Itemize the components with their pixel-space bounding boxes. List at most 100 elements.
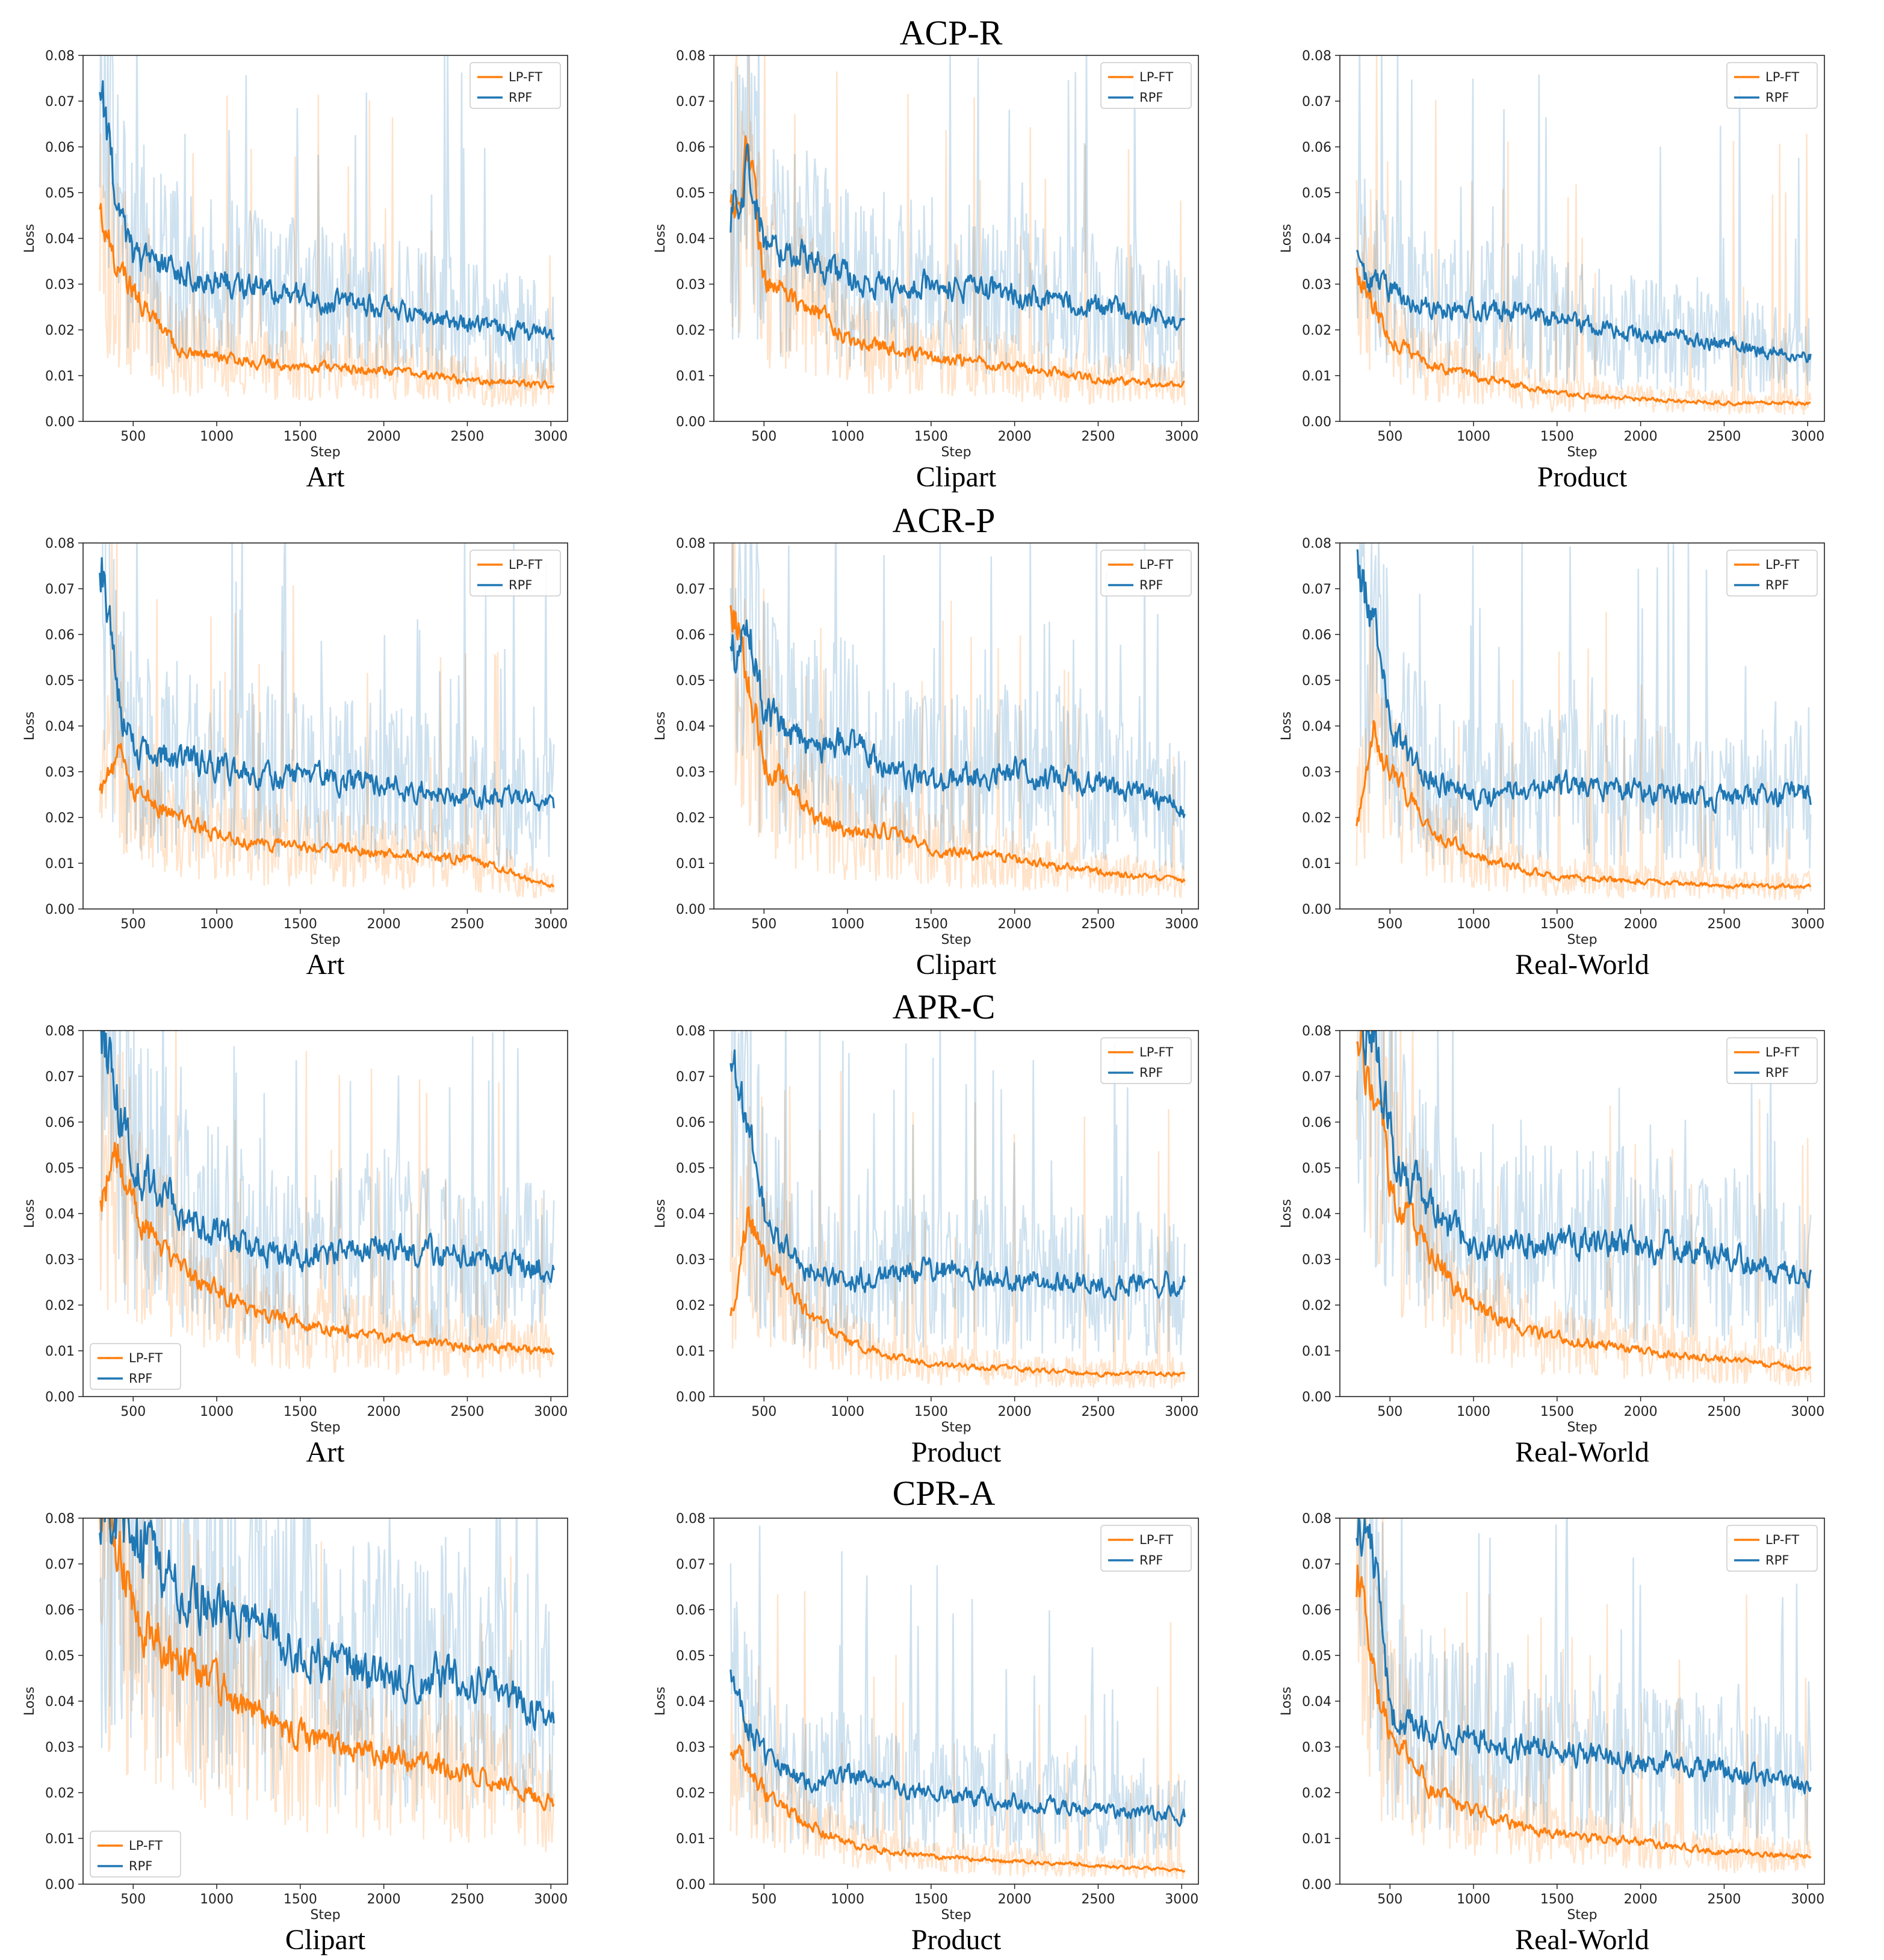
x-tick-label: 1000 bbox=[1457, 1404, 1490, 1419]
y-tick-label: 0.06 bbox=[45, 1115, 75, 1130]
y-tick-label: 0.06 bbox=[676, 628, 705, 643]
x-tick-label: 1500 bbox=[1540, 917, 1574, 932]
y-tick-label: 0.07 bbox=[1302, 1070, 1331, 1085]
subplot-2: 500 1000 1500 2000 2500 3000 0.00 0.01 0.02 0.03 0… bbox=[653, 49, 1199, 493]
x-tick-label: 500 bbox=[751, 1404, 776, 1419]
x-tick-label: 2000 bbox=[367, 429, 401, 444]
subplot-caption: Product bbox=[1537, 461, 1628, 493]
legend-label-rpf: RPF bbox=[1139, 578, 1163, 592]
y-tick-label: 0.01 bbox=[1302, 857, 1331, 872]
series-raw-rpf bbox=[731, 1031, 1186, 1356]
series-line-lpft bbox=[1356, 267, 1811, 407]
x-axis-label: Step bbox=[941, 932, 971, 947]
x-tick-label: 500 bbox=[751, 917, 776, 932]
y-tick-label: 0.03 bbox=[45, 1253, 75, 1268]
y-tick-label: 0.06 bbox=[1302, 1603, 1331, 1618]
legend: LP-FT RPF bbox=[1100, 1525, 1192, 1572]
y-tick-label: 0.04 bbox=[1302, 1207, 1331, 1222]
y-tick-label: 0.06 bbox=[676, 1115, 705, 1130]
y-tick-label: 0.02 bbox=[676, 1298, 705, 1313]
y-axis-label: Loss bbox=[22, 224, 37, 253]
series-raw-lpft bbox=[1356, 1031, 1812, 1386]
legend: LP-FT RPF bbox=[1726, 62, 1818, 109]
group-title-1: ACP-R bbox=[900, 13, 1003, 52]
y-tick-label: 0.05 bbox=[676, 1649, 705, 1664]
y-tick-label: 0.08 bbox=[1302, 536, 1331, 551]
y-axis-label: Loss bbox=[653, 224, 668, 253]
x-tick-label: 500 bbox=[751, 429, 776, 444]
legend-label-lpft: LP-FT bbox=[129, 1838, 163, 1853]
subplot-9: 500 1000 1500 2000 2500 3000 0.00 0.01 0.02 0.03 0… bbox=[1279, 1024, 1825, 1468]
y-tick-label: 0.04 bbox=[45, 719, 75, 734]
x-tick-label: 2500 bbox=[1081, 1892, 1115, 1907]
y-tick-label: 0.07 bbox=[676, 1070, 705, 1085]
legend-label-rpf: RPF bbox=[1765, 1065, 1789, 1080]
subplot-7: 500 1000 1500 2000 2500 3000 0.00 0.01 0.02 0.03 0… bbox=[22, 1024, 568, 1468]
x-tick-label: 2000 bbox=[1624, 1404, 1658, 1419]
y-tick-label: 0.03 bbox=[1302, 278, 1331, 293]
subplot-8: 500 1000 1500 2000 2500 3000 0.00 0.01 0.02 0.03 0… bbox=[653, 1024, 1199, 1468]
subplot-caption: Clipart bbox=[285, 1924, 366, 1956]
series-line-rpf bbox=[99, 1518, 555, 1731]
series-raw-lpft bbox=[99, 543, 555, 899]
y-tick-label: 0.01 bbox=[45, 857, 75, 872]
y-tick-label: 0.00 bbox=[1302, 415, 1331, 430]
y-tick-label: 0.08 bbox=[676, 536, 705, 551]
series-line-rpf bbox=[1356, 1518, 1812, 1794]
x-tick-label: 1500 bbox=[914, 429, 948, 444]
x-axis-label: Step bbox=[1567, 1908, 1597, 1923]
x-tick-label: 1000 bbox=[200, 917, 234, 932]
x-axis-label: Step bbox=[1567, 1420, 1597, 1435]
y-tick-label: 0.04 bbox=[676, 1207, 705, 1222]
series-raw-lpft bbox=[1356, 55, 1812, 415]
series-line-lpft bbox=[99, 1142, 555, 1355]
series-line-lpft bbox=[99, 203, 555, 389]
legend: LP-FT RPF bbox=[1100, 550, 1192, 597]
series-raw-lpft bbox=[99, 95, 555, 408]
y-tick-label: 0.02 bbox=[1302, 323, 1331, 338]
y-tick-label: 0.08 bbox=[676, 1512, 705, 1527]
y-tick-label: 0.05 bbox=[676, 186, 705, 201]
x-axis-label: Step bbox=[941, 1908, 971, 1923]
legend-label-lpft: LP-FT bbox=[1765, 557, 1799, 572]
series-line-rpf bbox=[730, 619, 1186, 819]
y-tick-label: 0.06 bbox=[1302, 628, 1331, 643]
legend-label-lpft: LP-FT bbox=[1765, 1045, 1799, 1059]
y-tick-label: 0.05 bbox=[676, 1161, 705, 1176]
x-tick-label: 500 bbox=[1377, 917, 1402, 932]
y-tick-label: 0.05 bbox=[45, 1649, 75, 1664]
series-raw-lpft bbox=[1356, 1518, 1812, 1873]
group-title-2: ACR-P bbox=[893, 501, 996, 540]
y-tick-label: 0.08 bbox=[45, 1024, 75, 1039]
y-tick-label: 0.01 bbox=[45, 369, 75, 384]
series-line-lpft bbox=[730, 1744, 1186, 1873]
x-tick-label: 2000 bbox=[367, 917, 401, 932]
x-tick-label: 1500 bbox=[1540, 1404, 1574, 1419]
y-tick-label: 0.03 bbox=[676, 765, 705, 780]
x-tick-label: 2000 bbox=[998, 917, 1032, 932]
legend-label-rpf: RPF bbox=[1765, 578, 1789, 592]
y-tick-label: 0.02 bbox=[1302, 811, 1331, 826]
y-tick-label: 0.05 bbox=[676, 674, 705, 689]
y-tick-label: 0.00 bbox=[1302, 1878, 1331, 1893]
x-tick-label: 2500 bbox=[1081, 1404, 1115, 1419]
subplot-4: 500 1000 1500 2000 2500 3000 0.00 0.01 0.02 0.03 0… bbox=[22, 536, 568, 981]
x-tick-label: 1000 bbox=[1457, 1892, 1490, 1907]
x-tick-label: 2000 bbox=[1624, 1892, 1658, 1907]
legend-label-rpf: RPF bbox=[1139, 90, 1163, 105]
x-tick-label: 1500 bbox=[284, 1892, 317, 1907]
legend-label-lpft: LP-FT bbox=[1765, 1533, 1799, 1547]
y-tick-label: 0.07 bbox=[45, 95, 75, 110]
x-tick-label: 3000 bbox=[534, 1892, 568, 1907]
x-tick-label: 3000 bbox=[1165, 429, 1198, 444]
y-tick-label: 0.01 bbox=[45, 1832, 75, 1847]
legend-label-lpft: LP-FT bbox=[1139, 70, 1173, 84]
x-tick-label: 2500 bbox=[450, 1404, 484, 1419]
y-tick-label: 0.00 bbox=[45, 1878, 75, 1893]
x-tick-label: 2000 bbox=[998, 1404, 1032, 1419]
series-raw-lpft bbox=[99, 1518, 555, 1852]
x-tick-label: 1000 bbox=[1457, 917, 1490, 932]
y-tick-label: 0.07 bbox=[676, 582, 705, 597]
x-tick-label: 2000 bbox=[998, 429, 1032, 444]
